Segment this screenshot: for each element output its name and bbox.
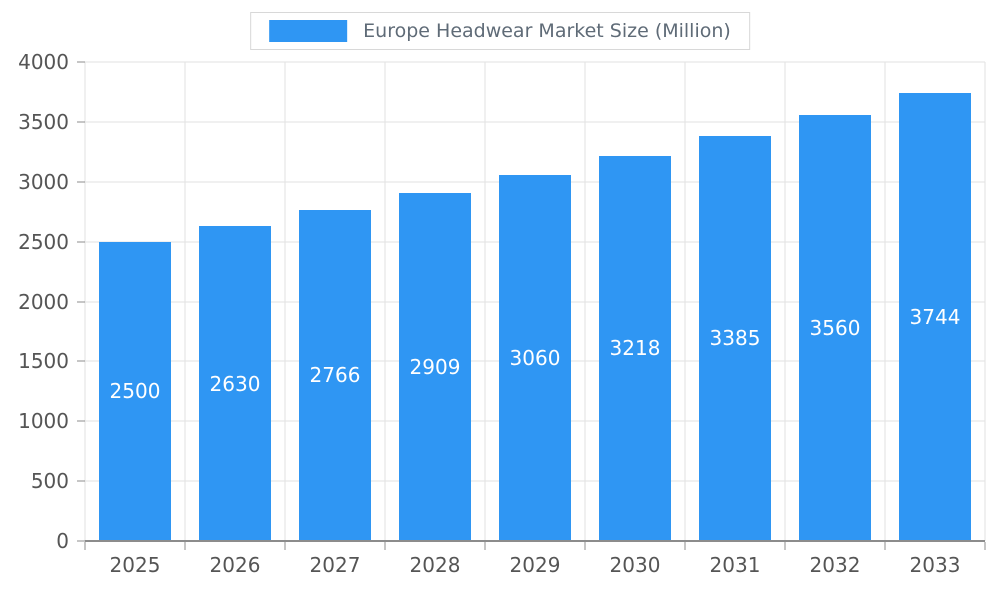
y-axis-tick <box>77 241 85 243</box>
x-axis-label: 2028 <box>409 553 461 577</box>
x-axis: 2025 2026 2027 2028 2029 2030 2031 2032 2033 <box>85 542 985 588</box>
y-axis-label: 0 <box>56 529 69 553</box>
x-axis-label: 2027 <box>309 553 361 577</box>
x-axis-label: 2032 <box>809 553 861 577</box>
bar[interactable]: 3218 <box>599 155 671 541</box>
x-axis-label: 2030 <box>609 553 661 577</box>
legend-label: Europe Headwear Market Size (Million) <box>363 20 731 42</box>
bar-value-label: 3060 <box>509 345 561 370</box>
gridline-vertical <box>484 62 486 541</box>
x-axis-tick <box>584 542 586 550</box>
gridline-vertical <box>84 62 86 541</box>
bar-value-label: 3385 <box>709 326 761 351</box>
y-axis-label: 3500 <box>18 109 69 134</box>
y-axis-tick <box>77 181 85 183</box>
chart-legend[interactable]: Europe Headwear Market Size (Million) <box>250 12 750 50</box>
x-axis-label: 2031 <box>709 553 761 577</box>
gridline-vertical <box>584 62 586 541</box>
y-axis: 0 500 1000 1500 2000 2500 3000 3500 4000 <box>0 52 85 551</box>
gridline-vertical <box>384 62 386 541</box>
x-axis-tick <box>184 542 186 550</box>
gridline-vertical <box>684 62 686 541</box>
y-axis-tick <box>77 121 85 123</box>
bar-value-label: 3560 <box>809 315 861 340</box>
x-axis-tick <box>984 542 986 550</box>
y-axis-label: 2500 <box>18 229 69 254</box>
y-axis-tick <box>77 301 85 302</box>
gridline-vertical <box>884 62 886 541</box>
bar[interactable]: 3744 <box>899 92 971 541</box>
gridline-vertical <box>984 62 986 541</box>
x-axis-tick <box>284 542 286 550</box>
y-axis-tick <box>77 480 85 482</box>
bar-value-label: 3744 <box>909 304 961 329</box>
y-axis-label: 500 <box>30 469 69 494</box>
x-axis-tick <box>384 542 386 550</box>
bar[interactable]: 3560 <box>799 114 871 541</box>
x-axis-tick <box>484 542 486 550</box>
gridline-vertical <box>284 62 286 541</box>
gridline-vertical <box>784 62 786 541</box>
bar[interactable]: 2500 <box>98 241 171 541</box>
y-axis-tick <box>77 360 85 362</box>
y-axis-label: 1500 <box>18 349 69 374</box>
x-axis-label: 2033 <box>909 553 961 577</box>
bar[interactable]: 3060 <box>499 174 571 541</box>
y-axis-tick <box>77 61 85 63</box>
bar[interactable]: 2909 <box>399 192 471 541</box>
x-axis-label: 2025 <box>109 553 161 577</box>
y-axis-label: 1000 <box>18 409 69 434</box>
x-axis-tick <box>884 542 886 550</box>
bar-value-label: 2766 <box>309 363 361 388</box>
bar-value-label: 2500 <box>109 379 161 404</box>
gridline-horizontal <box>85 121 985 123</box>
x-axis-label: 2026 <box>209 553 261 577</box>
plot-area: 2500 2630 2766 2909 3060 3218 3385 3560 3744 <box>77 61 986 550</box>
x-axis-line <box>85 540 985 542</box>
bar-value-label: 2630 <box>209 371 261 396</box>
x-axis-label: 2029 <box>509 553 561 577</box>
y-axis-label: 2000 <box>18 289 69 314</box>
bar-value-label: 3218 <box>609 336 661 361</box>
x-axis-tick <box>784 542 786 550</box>
y-axis-label: 4000 <box>18 50 69 74</box>
x-axis-tick <box>84 542 86 550</box>
x-axis-tick <box>684 542 686 550</box>
bar[interactable]: 2630 <box>199 226 271 541</box>
bar[interactable]: 3385 <box>699 135 771 541</box>
gridline-vertical <box>184 62 186 541</box>
bar[interactable]: 2766 <box>299 209 371 541</box>
gridline-horizontal <box>85 61 985 63</box>
y-axis-tick <box>77 420 85 422</box>
legend-swatch-icon <box>269 20 348 42</box>
y-axis-label: 3000 <box>18 169 69 194</box>
y-axis-tick <box>77 540 85 542</box>
bar-value-label: 2909 <box>409 354 461 379</box>
